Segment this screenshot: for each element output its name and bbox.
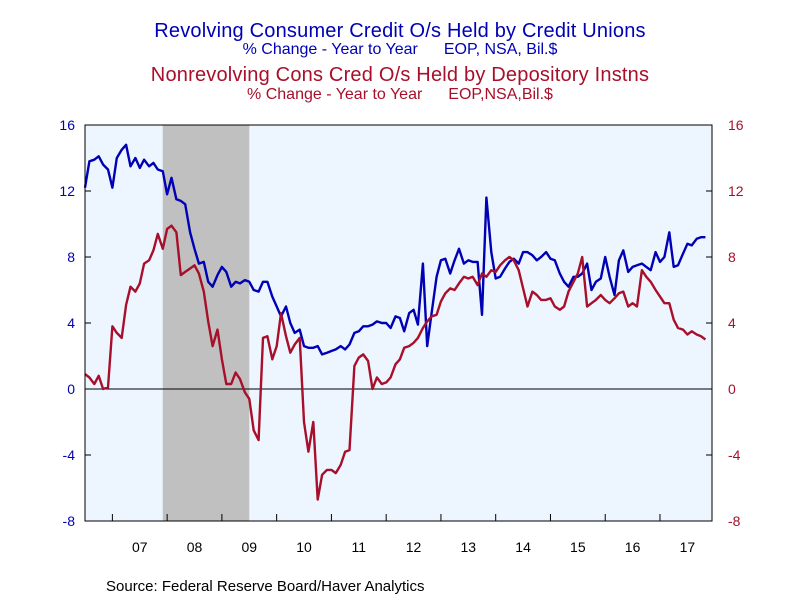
subtitle-1-left: % Change - Year to Year [242,41,418,58]
left-tick-label-2: 8 [67,249,75,265]
left-tick-label-4: 0 [67,381,75,397]
right-axis: 16 12 8 4 0 -4 -8 [706,117,744,529]
left-tick-label-6: -8 [63,513,76,529]
x-tick-label-1: 08 [187,539,203,555]
right-tick-label-6: -8 [728,513,741,529]
chart-subtitle-series-2: % Change - Year to Year EOP,NSA,Bil.$ [0,86,800,104]
series-line-2 [84,224,707,501]
x-tick-label-3: 10 [296,539,312,555]
x-tick-label-9: 16 [625,539,641,555]
x-tick-label-7: 14 [515,539,531,555]
chart-title-series-2: Nonrevolving Cons Cred O/s Held by Depos… [150,64,650,86]
recession-band-group [162,125,250,521]
right-tick-label-3: 4 [728,315,736,331]
source-note: Source: Federal Reserve Board/Haver Anal… [106,578,425,595]
x-tick-label-8: 15 [570,539,586,555]
left-tick-label-1: 12 [59,183,75,199]
left-tick-label-0: 16 [59,117,75,133]
left-tick-label-3: 4 [67,315,75,331]
x-tick-label-10: 17 [680,539,696,555]
right-tick-label-1: 12 [728,183,744,199]
subtitle-1-right: EOP, NSA, Bil.$ [443,41,558,58]
left-axis: 16 12 8 4 0 -4 -8 [59,117,91,529]
chart-title-series-1: Revolving Consumer Credit O/s Held by Cr… [154,20,646,42]
x-tick-label-2: 09 [241,539,257,555]
chart-subtitle-series-1: % Change - Year to Year EOP, NSA, Bil.$ [0,41,800,59]
series-line-1 [83,143,706,356]
subtitle-2-left: % Change - Year to Year [247,86,423,103]
series-group [83,143,707,501]
recession-band [162,125,250,521]
right-tick-label-4: 0 [728,381,736,397]
right-tick-label-5: -4 [728,447,741,463]
right-tick-label-2: 8 [728,249,736,265]
x-tick-label-5: 12 [406,539,422,555]
x-tick-label-0: 07 [132,539,148,555]
x-tick-label-4: 11 [352,539,367,555]
subtitle-2-right: EOP,NSA,Bil.$ [448,86,553,103]
left-tick-label-5: -4 [63,447,76,463]
right-tick-label-0: 16 [728,117,744,133]
x-axis: 07 08 09 10 11 12 13 14 15 16 17 [111,514,696,555]
x-tick-label-6: 13 [461,539,477,555]
